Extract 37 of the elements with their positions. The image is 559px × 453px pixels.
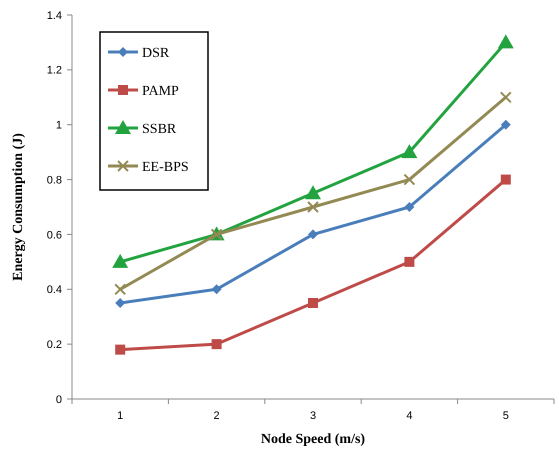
point — [115, 344, 126, 355]
legend-label: DSR — [142, 46, 170, 61]
y-tick-label: 1.4 — [46, 10, 62, 22]
point — [212, 339, 222, 350]
x-tick-label: 1 — [117, 410, 124, 422]
y-axis-title: Energy Consumption (J) — [11, 132, 26, 281]
x-tick-label: 3 — [310, 410, 316, 422]
legend-label: PAMP — [142, 84, 180, 99]
y-tick-label: 1.2 — [46, 64, 62, 77]
point — [114, 283, 126, 296]
point — [404, 202, 414, 212]
point — [305, 185, 321, 200]
y-tick-label: 0.4 — [46, 284, 62, 296]
point — [112, 254, 128, 268]
point — [115, 298, 126, 308]
point — [500, 120, 511, 130]
x-tick-label: 2 — [214, 410, 220, 422]
point — [308, 298, 318, 308]
point — [500, 91, 512, 104]
y-tick-label: 0.6 — [46, 229, 62, 242]
y-tick-label: 0.8 — [46, 174, 62, 186]
point — [308, 229, 318, 240]
point — [212, 284, 222, 294]
x-tick-label: 5 — [502, 410, 509, 422]
y-tick-label: 0.2 — [46, 338, 62, 351]
legend-label: SSBR — [142, 122, 177, 137]
y-tick-label: 1 — [56, 120, 62, 132]
point — [403, 174, 416, 186]
legend-label: EE-BPS — [142, 160, 189, 175]
x-tick-label: 4 — [406, 410, 412, 422]
point — [307, 201, 319, 213]
point — [498, 34, 514, 48]
point — [500, 174, 511, 185]
x-axis-title: Node Speed (m/s) — [260, 432, 366, 447]
y-tick-label: 0 — [56, 394, 62, 406]
point — [401, 144, 418, 158]
point — [404, 256, 414, 267]
